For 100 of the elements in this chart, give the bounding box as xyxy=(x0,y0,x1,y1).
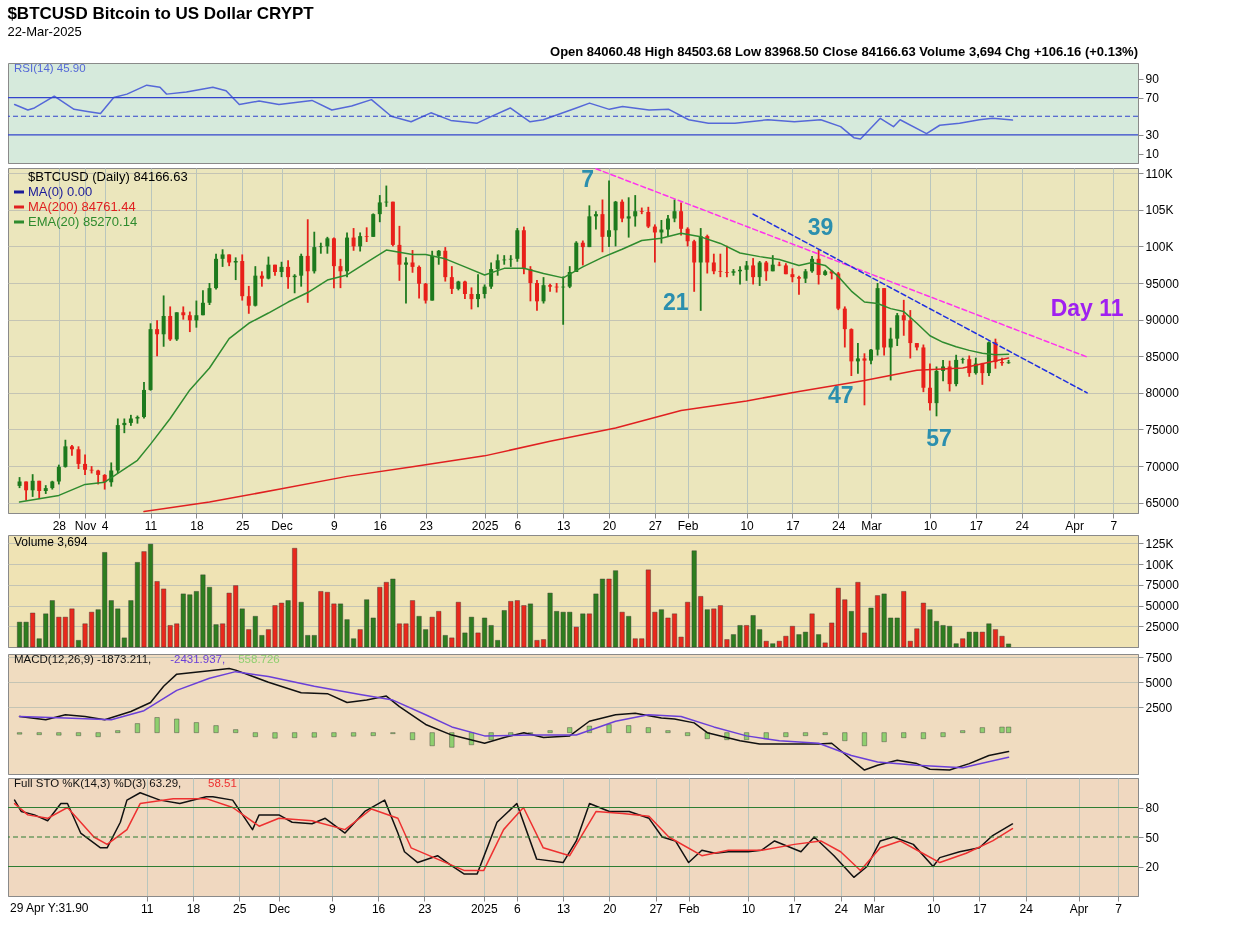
text: 29 Apr Y:31.90 xyxy=(10,901,89,915)
y-tick-label: 105K xyxy=(1145,203,1174,218)
x-tick-label: 27 xyxy=(649,901,664,916)
candlestick xyxy=(286,259,291,290)
candlestick xyxy=(626,196,631,239)
candlestick xyxy=(744,260,749,282)
candlestick xyxy=(187,310,192,333)
candlestick xyxy=(672,198,677,224)
y-tick-label: 10 xyxy=(1145,147,1160,162)
y-tick-label: 125K xyxy=(1145,536,1174,551)
candlestick xyxy=(364,226,369,243)
bar xyxy=(822,732,828,735)
x-tick-label: 24 xyxy=(832,518,846,533)
candlestick xyxy=(207,282,212,306)
x-tick-label: 13 xyxy=(557,518,571,533)
bar xyxy=(881,732,887,742)
bar xyxy=(272,732,278,739)
y-tick-label: 100K xyxy=(1145,557,1174,572)
x-tick-label: 10 xyxy=(740,518,755,533)
annotation: 21 xyxy=(663,288,689,315)
candlestick xyxy=(56,463,61,486)
candlestick xyxy=(246,285,251,315)
bar xyxy=(292,732,298,738)
text: 558.726 xyxy=(238,653,280,665)
bar xyxy=(351,732,357,737)
y-tick-label: 30 xyxy=(1145,128,1160,143)
candlestick xyxy=(901,298,906,337)
candlestick xyxy=(397,224,402,282)
y-tick-label: 85000 xyxy=(1145,349,1180,364)
candlestick xyxy=(318,241,323,255)
candlestick xyxy=(541,276,546,305)
x-tick-label: Apr xyxy=(1065,518,1084,533)
candlestick xyxy=(30,473,35,498)
line-series xyxy=(13,84,1014,140)
bar xyxy=(449,732,455,748)
candlestick xyxy=(796,274,801,296)
candlestick xyxy=(534,279,539,312)
candlestick xyxy=(417,264,422,300)
bar xyxy=(979,727,985,733)
annotation: 7 xyxy=(581,166,595,193)
candlestick xyxy=(358,231,363,253)
y-tick-label: 7500 xyxy=(1145,650,1173,665)
candlestick xyxy=(620,198,625,224)
candlestick xyxy=(757,260,762,287)
x-tick-label: 17 xyxy=(788,901,802,916)
y-tick-label: 5000 xyxy=(1145,675,1173,690)
candlestick xyxy=(908,309,913,360)
candlestick xyxy=(200,289,205,317)
x-tick-label: 9 xyxy=(328,901,336,916)
candlestick xyxy=(305,218,310,304)
x-tick-label: 2025 xyxy=(470,901,498,916)
bar xyxy=(547,730,553,733)
x-tick-label: 16 xyxy=(371,901,386,916)
candlestick xyxy=(508,254,513,268)
series-label: -2431.937, xyxy=(170,653,226,665)
bar xyxy=(252,732,258,737)
candlestick xyxy=(679,201,684,237)
y-tick-label: 95000 xyxy=(1145,276,1180,291)
y-tick-label: 110K xyxy=(1145,166,1173,181)
y-tick-label: 50 xyxy=(1145,830,1160,845)
series-label: 58.51 xyxy=(208,777,237,789)
candlestick xyxy=(181,305,186,321)
x-tick-label: 2025 xyxy=(471,518,499,533)
bar xyxy=(665,730,671,733)
x-tick-label: 13 xyxy=(556,901,571,916)
bar xyxy=(940,732,946,737)
candlestick xyxy=(888,326,893,382)
x-tick-label: 7 xyxy=(1110,518,1118,533)
candlestick xyxy=(403,256,408,305)
bar xyxy=(213,725,219,733)
annotation: 57 xyxy=(926,425,952,452)
bar xyxy=(115,730,121,733)
legend-label: MA(0) 0.00 xyxy=(28,184,93,199)
bar xyxy=(803,732,808,736)
x-tick-label: 18 xyxy=(190,518,204,533)
x-tick-label: 10 xyxy=(741,901,756,916)
x-tick-label: 4 xyxy=(101,518,109,533)
bar xyxy=(76,732,81,736)
legend-title: $BTCUSD (Daily) 84166.63 xyxy=(28,169,188,184)
candlestick xyxy=(76,445,81,470)
y-tick-label: 70 xyxy=(1145,91,1160,106)
bar xyxy=(606,724,612,733)
text: MACD(12,26,9) -1873.211, xyxy=(14,653,152,665)
x-tick-label: 16 xyxy=(373,518,388,533)
candlestick xyxy=(299,252,304,288)
x-tick-label: 10 xyxy=(926,901,941,916)
bar xyxy=(429,732,435,746)
candlestick xyxy=(476,273,481,309)
x-tick-label: 6 xyxy=(513,901,521,916)
y-tick-label: 90000 xyxy=(1145,313,1180,328)
bar xyxy=(960,730,966,733)
annotation: 47 xyxy=(828,381,854,408)
x-tick-label: Mar xyxy=(861,518,882,533)
bar xyxy=(410,732,415,740)
chart-title: $BTCUSD Bitcoin to US Dollar CRYPT xyxy=(7,4,315,23)
legend-label: MA(200) 84761.44 xyxy=(28,199,136,214)
x-tick-label: 24 xyxy=(834,901,849,916)
x-tick-label: Dec xyxy=(271,518,293,533)
bar xyxy=(645,727,651,733)
annotation: Day 11 xyxy=(1050,295,1124,322)
